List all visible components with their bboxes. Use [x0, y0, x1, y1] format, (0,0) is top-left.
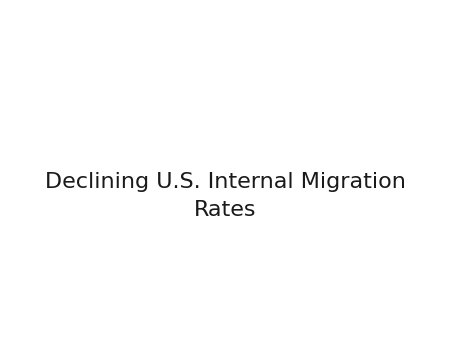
Text: Declining U.S. Internal Migration
Rates: Declining U.S. Internal Migration Rates	[45, 172, 405, 220]
